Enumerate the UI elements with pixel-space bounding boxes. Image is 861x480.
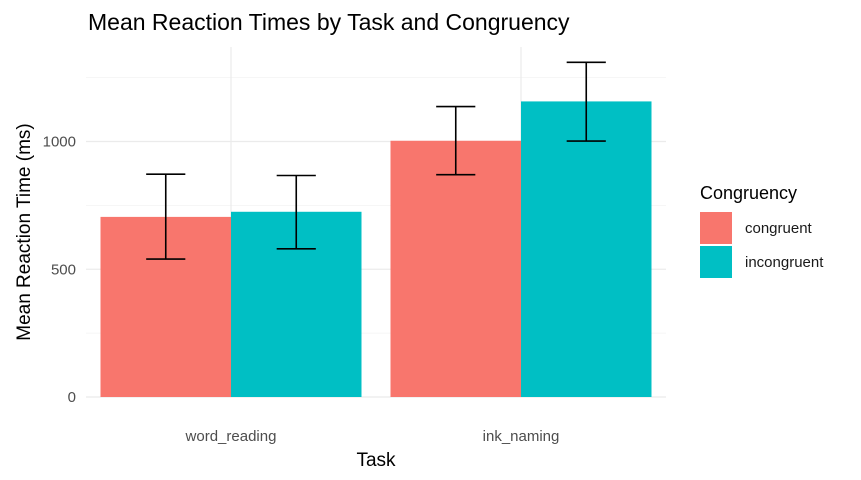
bar bbox=[390, 140, 521, 397]
legend-key-incongruent bbox=[700, 246, 732, 278]
legend-title: Congruency bbox=[700, 183, 797, 203]
y-tick-label: 1000 bbox=[43, 134, 76, 151]
bar bbox=[521, 101, 652, 397]
x-tick-labels: word_reading ink_naming bbox=[185, 428, 560, 445]
x-axis-title: Task bbox=[356, 450, 396, 471]
y-tick-label: 0 bbox=[68, 389, 76, 406]
x-tick-label: ink_naming bbox=[483, 428, 560, 445]
chart-title: Mean Reaction Times by Task and Congruen… bbox=[88, 9, 570, 35]
legend-key-congruent bbox=[700, 212, 732, 244]
legend-label: incongruent bbox=[745, 254, 824, 271]
y-tick-labels: 0 500 1000 bbox=[43, 134, 76, 406]
legend-label: congruent bbox=[745, 220, 813, 237]
legend: Congruency congruent incongruent bbox=[700, 183, 824, 278]
y-axis-title: Mean Reaction Time (ms) bbox=[14, 123, 35, 341]
y-tick-label: 500 bbox=[51, 261, 76, 278]
x-tick-label: word_reading bbox=[185, 428, 277, 445]
bars bbox=[100, 101, 652, 397]
error-bars bbox=[146, 61, 606, 260]
